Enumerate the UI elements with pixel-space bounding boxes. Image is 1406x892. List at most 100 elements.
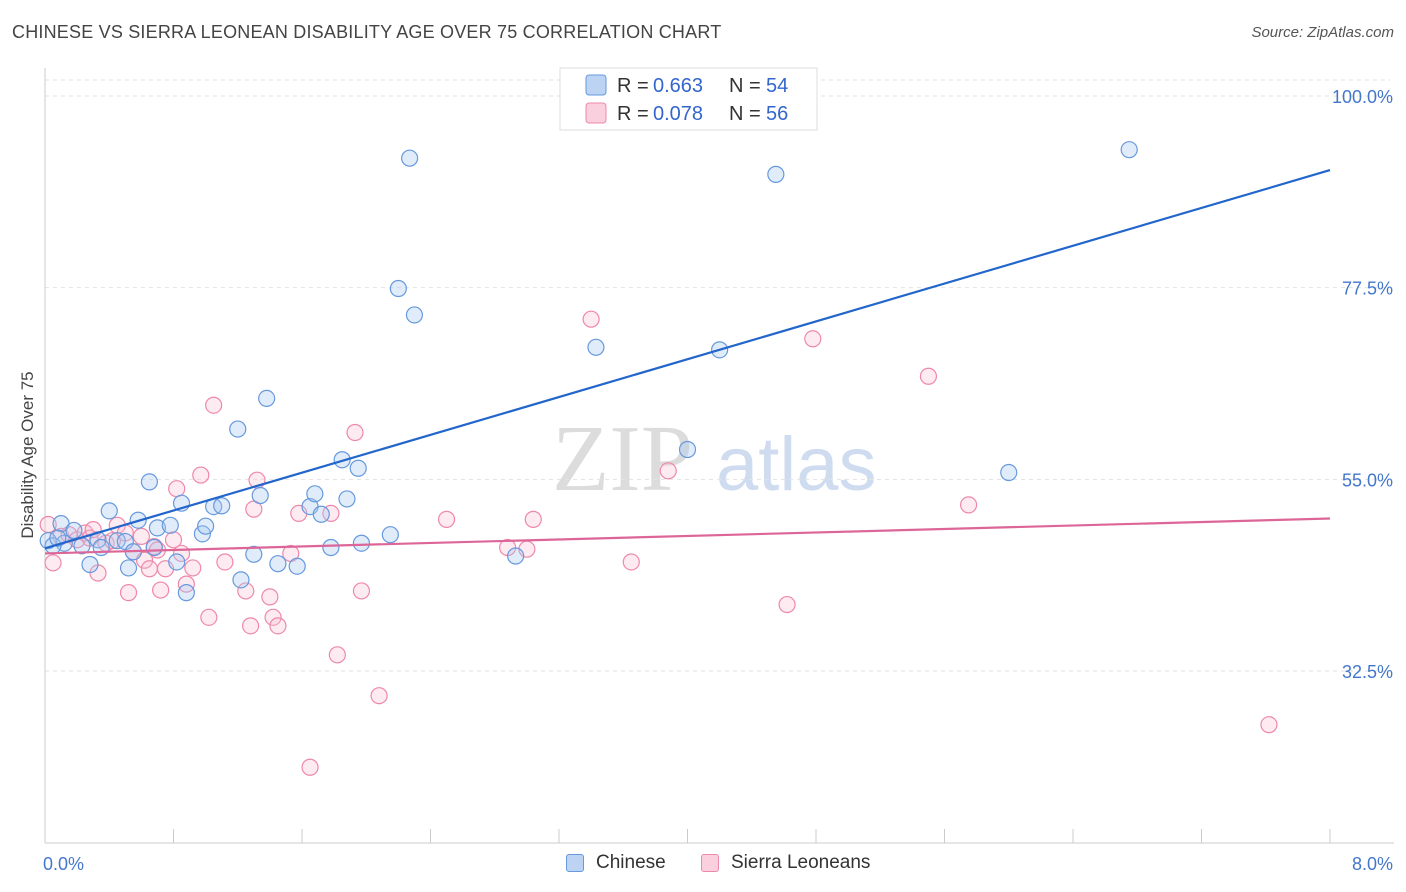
y-tick-label: 100.0% xyxy=(1332,87,1393,107)
legend-n-value-chinese: 54 xyxy=(766,75,788,97)
chinese-point xyxy=(507,547,525,565)
sierra-point xyxy=(261,588,279,606)
sierra-point xyxy=(437,510,456,528)
sierra-point xyxy=(44,554,62,572)
chinese-point xyxy=(145,538,163,557)
chinese-point xyxy=(312,505,330,523)
watermark-atlas: atlas xyxy=(716,422,877,507)
bottom-legend: Chinese Sierra Leoneans xyxy=(0,852,1406,878)
y-tick-labels: 100.0% 77.5% 55.0% 32.5% xyxy=(1332,87,1393,682)
chinese-point xyxy=(251,486,269,505)
sierra-point xyxy=(264,608,282,626)
chinese-point xyxy=(49,529,67,547)
sierra-point xyxy=(582,310,600,328)
sierra-point xyxy=(370,687,388,705)
chinese-point xyxy=(381,526,399,544)
chinese-point xyxy=(401,149,419,167)
chinese-point xyxy=(1000,463,1018,482)
chinese-point xyxy=(197,517,215,535)
sierra-point xyxy=(200,608,218,626)
sierra-point xyxy=(778,595,796,614)
sierra-point xyxy=(301,758,319,776)
sierra-point xyxy=(192,466,210,484)
legend-item-sierra: Sierra Leoneans xyxy=(701,852,870,874)
legend-label-sierra: Sierra Leoneans xyxy=(731,852,871,873)
chinese-point xyxy=(405,306,424,324)
sierra-trend-line xyxy=(44,517,1331,555)
sierra-point xyxy=(119,584,138,602)
x-tick-label: 0.0% xyxy=(43,854,84,874)
legend-swatch-sierra xyxy=(585,102,607,124)
chinese-point xyxy=(100,502,118,520)
sierra-point xyxy=(168,480,186,498)
legend-n-label-sierra: N = xyxy=(729,103,761,125)
sierra-point xyxy=(352,582,371,600)
legend-swatch-sierra-bottom xyxy=(701,854,719,872)
legend-swatch-chinese-bottom xyxy=(566,854,584,872)
sierra-point xyxy=(659,462,677,480)
chinese-point xyxy=(389,279,407,298)
sierra-point xyxy=(804,330,822,348)
sierra-point xyxy=(132,527,150,546)
chinese-point xyxy=(65,521,83,540)
chinese-point xyxy=(119,559,138,577)
sierra-point xyxy=(237,582,255,600)
chinese-point xyxy=(349,459,367,477)
legend-label-chinese: Chinese xyxy=(596,852,666,873)
sierra-point xyxy=(205,396,223,414)
stats-legend: R = 0.663 N = 54 R = 0.078 N = 56 xyxy=(559,67,818,131)
legend-r-label-chinese: R = xyxy=(617,75,649,97)
sierra-leoneans-series xyxy=(39,310,1278,776)
legend-r-value-sierra: 0.078 xyxy=(653,103,703,125)
chinese-point xyxy=(148,519,167,537)
sierra-point xyxy=(346,423,364,442)
sierra-point xyxy=(1260,716,1278,734)
chinese-point xyxy=(269,555,287,573)
chinese-point xyxy=(767,165,785,183)
sierra-point xyxy=(164,531,183,549)
sierra-point xyxy=(184,559,202,577)
chinese-point xyxy=(140,473,159,491)
chinese-point xyxy=(587,338,605,356)
chinese-point xyxy=(213,497,231,515)
chinese-point xyxy=(678,440,697,459)
chinese-point xyxy=(177,584,195,602)
chinese-point xyxy=(288,557,306,575)
sierra-point xyxy=(216,553,234,571)
legend-r-value-chinese: 0.663 xyxy=(653,75,703,97)
sierra-point xyxy=(269,617,287,635)
axes xyxy=(44,68,1394,844)
chinese-point xyxy=(322,538,340,557)
x-tick-labels: 0.0% 8.0% xyxy=(43,854,1393,874)
chart-source: Source: ZipAtlas.com xyxy=(1251,24,1394,41)
legend-n-label-chinese: N = xyxy=(729,75,761,97)
chinese-point xyxy=(338,490,356,508)
x-tick-label: 8.0% xyxy=(1352,854,1393,874)
sierra-point xyxy=(328,646,346,664)
chinese-point xyxy=(245,545,263,563)
chart-title: CHINESE VS SIERRA LEONEAN DISABILITY AGE… xyxy=(12,22,722,42)
legend-swatch-chinese xyxy=(585,74,607,96)
chinese-trend-line xyxy=(44,169,1331,550)
legend-n-value-sierra: 56 xyxy=(766,103,788,125)
trend-lines xyxy=(44,169,1331,555)
sierra-point xyxy=(140,560,159,578)
chinese-series xyxy=(39,80,1138,602)
chinese-point xyxy=(229,420,247,438)
chinese-point xyxy=(258,389,276,408)
watermark: ZIP atlas xyxy=(552,407,877,511)
sierra-point xyxy=(524,510,542,528)
y-tick-label: 77.5% xyxy=(1342,279,1393,299)
legend-r-label-sierra: R = xyxy=(617,103,649,125)
y-tick-label: 55.0% xyxy=(1342,470,1393,490)
chinese-point xyxy=(352,534,371,552)
chinese-point xyxy=(161,516,179,534)
watermark-zip: ZIP xyxy=(552,407,693,511)
chinese-point xyxy=(168,553,186,571)
chinese-point xyxy=(81,555,99,574)
legend-item-chinese: Chinese xyxy=(566,852,666,874)
chinese-point xyxy=(232,571,250,589)
sierra-point xyxy=(152,581,170,599)
sierra-point xyxy=(959,496,978,514)
chinese-point xyxy=(1120,141,1138,159)
